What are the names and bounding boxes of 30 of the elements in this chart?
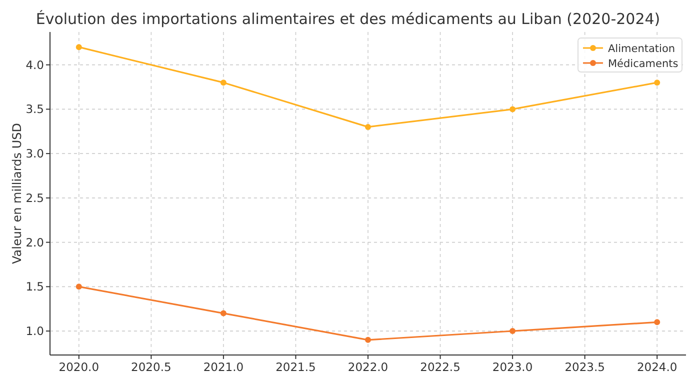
legend-label: Alimentation: [608, 43, 676, 55]
y-tick-label: 3.0: [26, 146, 44, 161]
y-tick-label: 1.5: [26, 280, 44, 294]
y-axis-title: Valeur en milliards USD: [10, 123, 24, 264]
x-tick-label: 2020.5: [131, 360, 172, 374]
x-tick-label: 2024.0: [636, 360, 678, 374]
y-tick-label: 4.0: [26, 58, 44, 72]
y-tick-label: 1.0: [26, 324, 44, 338]
point: [365, 336, 371, 343]
x-tick-label: 2023.0: [492, 360, 533, 374]
legend-label: Médicaments: [608, 58, 678, 70]
x-tick-label: 2022.5: [420, 360, 460, 374]
point: [654, 319, 660, 326]
point: [76, 44, 82, 50]
point: [76, 284, 82, 290]
x-tick-label: 2020.0: [58, 360, 100, 374]
point: [510, 106, 516, 112]
y-tick-label: 2.0: [26, 235, 44, 250]
x-tick-label: 2021.0: [203, 360, 244, 374]
x-tick-label: 2022.0: [348, 360, 388, 374]
point: [365, 124, 371, 130]
x-tick-label: 2023.5: [564, 360, 605, 374]
x-tick-label: 2021.5: [276, 360, 316, 374]
point: [220, 80, 226, 86]
point: [220, 310, 226, 316]
point: [654, 80, 660, 86]
point: [510, 328, 516, 334]
y-tick-label: 3.5: [26, 102, 44, 116]
y-tick-label: 2.5: [26, 190, 44, 205]
chart-title: Évolution des importations alimentaires et des médicaments au Liban (2020-2024): [36, 10, 660, 28]
